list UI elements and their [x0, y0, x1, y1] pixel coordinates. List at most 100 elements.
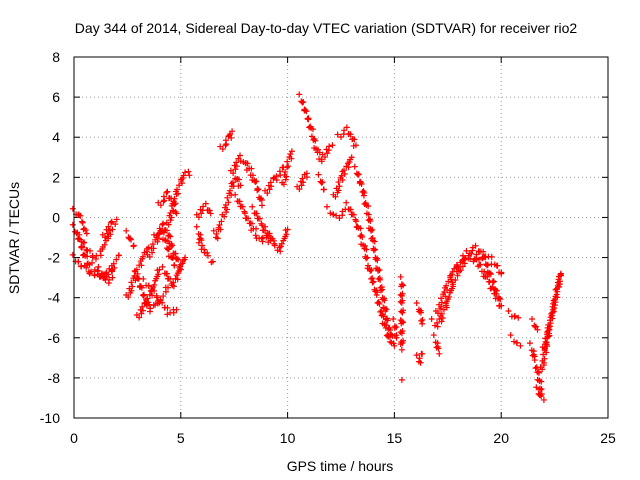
data-point [531, 357, 538, 364]
y-tick-label: 4 [52, 129, 60, 145]
data-point [168, 243, 175, 250]
data-point [385, 333, 392, 340]
data-point [363, 255, 370, 262]
data-point [534, 326, 541, 333]
data-point [177, 266, 184, 273]
data-point [164, 188, 171, 195]
data-point [475, 256, 482, 263]
data-point [333, 212, 340, 219]
data-point [149, 241, 156, 248]
data-point [390, 316, 397, 323]
data-point [372, 246, 379, 253]
data-point [218, 218, 225, 225]
data-point [367, 217, 374, 224]
data-point [163, 270, 170, 277]
data-point [204, 252, 211, 259]
data-point [299, 99, 306, 106]
data-point [171, 195, 178, 202]
data-point [233, 159, 240, 166]
data-point [452, 277, 459, 284]
data-point [300, 179, 307, 186]
y-tick-label: -8 [48, 370, 61, 386]
data-point [131, 267, 138, 274]
data-point [129, 283, 136, 290]
data-point [164, 284, 171, 291]
data-point [153, 292, 160, 299]
data-point [109, 268, 116, 275]
data-point [113, 216, 120, 223]
data-point [113, 256, 120, 263]
data-point [483, 262, 490, 269]
data-point [434, 310, 441, 317]
data-point [253, 210, 260, 217]
data-point [417, 359, 424, 366]
data-point [327, 210, 334, 217]
data-point [255, 186, 262, 193]
data-point [128, 279, 135, 286]
data-point [457, 267, 464, 274]
data-point [69, 251, 76, 258]
data-point [79, 219, 86, 226]
data-point [376, 300, 383, 307]
y-tick-label: 8 [52, 49, 60, 65]
data-point [444, 286, 451, 293]
data-point [398, 308, 405, 315]
data-point [174, 270, 181, 277]
data-point [249, 172, 256, 179]
data-point [540, 396, 547, 403]
data-point [182, 254, 189, 261]
data-point [348, 154, 355, 161]
data-point [387, 327, 394, 334]
y-tick-label: -4 [48, 290, 61, 306]
x-tick-label: 5 [177, 430, 185, 446]
data-point [473, 251, 480, 258]
data-point [354, 171, 361, 178]
data-point [168, 202, 175, 209]
data-point [83, 264, 90, 271]
data-point [413, 352, 420, 359]
data-point [252, 178, 259, 185]
data-point [384, 317, 391, 324]
data-point [476, 248, 483, 255]
data-point [245, 215, 252, 222]
data-point [209, 258, 216, 265]
data-point [553, 285, 560, 292]
data-point [476, 261, 483, 268]
data-point [418, 317, 425, 324]
data-point [367, 267, 374, 274]
data-point [199, 242, 206, 249]
data-point [419, 350, 426, 357]
data-point [444, 298, 451, 305]
data-point [369, 279, 376, 286]
data-point [419, 320, 426, 327]
data-point [147, 305, 154, 312]
data-point [179, 175, 186, 182]
data-point [345, 164, 352, 171]
data-point [112, 221, 119, 228]
data-point [517, 342, 524, 349]
data-point [198, 237, 205, 244]
data-point [323, 203, 330, 210]
data-point [140, 292, 147, 299]
data-point [222, 137, 229, 144]
data-point [376, 267, 383, 274]
data-point [125, 294, 132, 301]
data-point [106, 276, 113, 283]
data-point [78, 218, 85, 225]
data-point [200, 203, 207, 210]
data-point [264, 190, 271, 197]
data-point [110, 260, 117, 267]
data-point [321, 154, 328, 161]
data-point [549, 309, 556, 316]
data-point [300, 98, 307, 105]
data-point [130, 242, 137, 249]
data-point [365, 203, 372, 210]
data-point [225, 199, 232, 206]
data-point [169, 207, 176, 214]
data-point [341, 127, 348, 134]
data-point [335, 179, 342, 186]
data-point [104, 230, 111, 237]
data-point [335, 187, 342, 194]
data-point [204, 249, 211, 256]
data-point [358, 180, 365, 187]
